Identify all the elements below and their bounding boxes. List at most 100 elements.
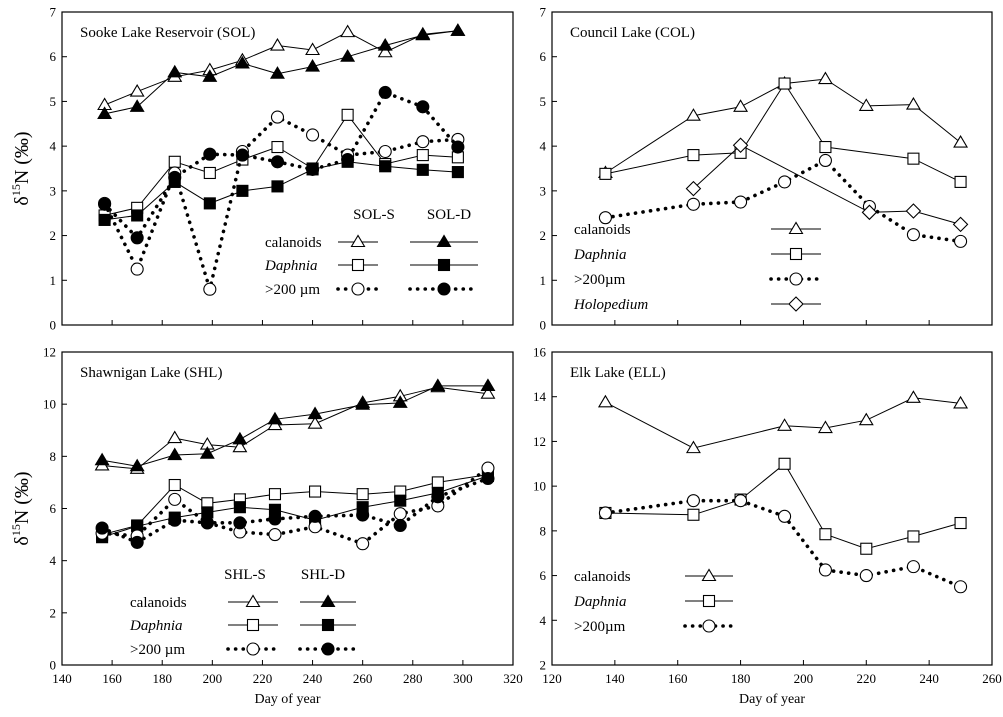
data-point <box>340 24 356 38</box>
data-point <box>817 420 833 434</box>
series-line <box>101 474 488 536</box>
data-point <box>307 406 323 420</box>
data-point <box>858 412 874 426</box>
legend-label: calanoids <box>265 235 322 251</box>
data-point <box>480 386 496 399</box>
series-line <box>102 386 488 470</box>
series-2 <box>599 77 967 188</box>
data-point <box>451 140 465 154</box>
legend-marker <box>320 594 336 608</box>
y-tick-label: 5 <box>540 94 547 109</box>
data-point <box>687 149 700 162</box>
data-point <box>818 153 832 168</box>
legend-marker <box>350 234 366 248</box>
legend-marker <box>246 642 260 656</box>
legend-marker <box>245 594 261 608</box>
data-point <box>734 494 748 508</box>
data-point <box>431 476 444 489</box>
legend-label: calanoids <box>130 595 187 611</box>
panel-2: 0 1 2 3 4 5 6 7 Council Lake (COL) calanoids Daphn… <box>540 5 993 333</box>
data-point <box>480 378 496 391</box>
data-point <box>952 216 969 233</box>
series-2 <box>94 378 496 472</box>
data-point <box>98 213 111 226</box>
y-tick-label: 12 <box>533 434 546 449</box>
data-point <box>129 99 145 112</box>
data-point <box>954 175 967 188</box>
legend-label: >200µm <box>574 619 626 635</box>
data-point <box>416 163 429 176</box>
data-point <box>271 180 284 193</box>
data-point <box>236 184 249 197</box>
x-tick-label: 140 <box>605 671 625 686</box>
data-point <box>450 23 466 36</box>
data-point <box>232 439 248 453</box>
x-tick-label: 320 <box>503 671 523 686</box>
y-tick-label: 2 <box>540 658 547 673</box>
data-point <box>130 262 144 276</box>
data-point <box>267 411 283 425</box>
y-tick-label: 6 <box>50 49 57 64</box>
y-axis-label: δ15N (‰) <box>9 471 33 545</box>
x-tick-label: 260 <box>982 671 1002 686</box>
data-point <box>906 560 920 574</box>
series-line <box>100 466 490 546</box>
data-point <box>341 108 354 121</box>
data-point <box>685 180 702 197</box>
data-point <box>954 234 968 248</box>
legend-marker <box>789 272 803 286</box>
data-point <box>268 528 282 542</box>
y-tick-label: 7 <box>540 5 547 20</box>
legend: calanoids Daphnia >200µm Holopedium <box>573 221 823 313</box>
legend-label: calanoids <box>574 569 631 585</box>
data-point <box>778 457 791 470</box>
y-tick-label: 14 <box>533 389 547 404</box>
data-point <box>235 148 249 162</box>
data-point <box>377 37 393 51</box>
x-tick-label: 200 <box>203 671 223 686</box>
plot-frame <box>551 11 993 326</box>
legend-label: Daphnia <box>573 594 627 610</box>
data-point <box>481 471 495 486</box>
data-point <box>733 99 749 112</box>
x-tick-label: 280 <box>403 671 423 686</box>
x-tick-label: 180 <box>152 671 172 686</box>
x-tick-label: 220 <box>857 671 877 686</box>
data-point <box>378 85 392 100</box>
data-point <box>270 155 285 169</box>
data-point <box>732 137 749 154</box>
legend-header: SOL-S <box>353 207 395 223</box>
x-tick-label: 200 <box>794 671 814 686</box>
data-point <box>416 149 429 162</box>
data-point <box>394 494 407 507</box>
data-point <box>598 506 612 520</box>
data-point <box>203 147 217 161</box>
y-tick-label: 5 <box>50 94 57 109</box>
data-point <box>203 282 217 296</box>
data-point <box>953 395 969 409</box>
series-4 <box>685 137 969 233</box>
legend-header: SOL-D <box>427 207 471 223</box>
data-point <box>234 55 250 69</box>
legend-marker <box>701 568 717 582</box>
series-line <box>100 476 490 545</box>
legend-marker <box>789 247 803 261</box>
data-point <box>907 530 920 543</box>
series-line <box>102 385 488 467</box>
data-point <box>199 446 215 459</box>
data-point <box>819 528 832 541</box>
data-point <box>168 155 181 168</box>
data-point <box>858 98 874 111</box>
data-point <box>818 563 832 577</box>
data-point <box>203 166 216 180</box>
data-point <box>167 430 183 444</box>
legend-marker <box>436 234 452 248</box>
data-point <box>905 203 922 219</box>
data-point <box>379 160 392 173</box>
series-line <box>101 475 489 538</box>
data-point <box>131 209 144 222</box>
legend-marker <box>246 618 260 632</box>
legend: SOL-S SOL-D calanoids Daphnia >200 µm <box>264 207 480 298</box>
y-tick-label: 4 <box>50 139 57 154</box>
